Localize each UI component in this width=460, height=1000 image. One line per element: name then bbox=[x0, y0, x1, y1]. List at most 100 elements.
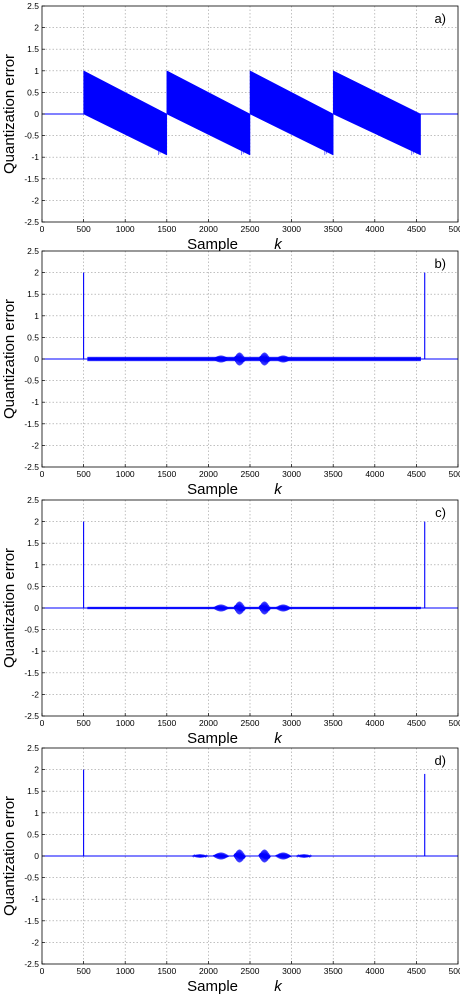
y-tick-label: -0.5 bbox=[24, 131, 39, 141]
y-tick-label: -2 bbox=[31, 689, 39, 699]
y-tick-label: 0.5 bbox=[27, 829, 39, 839]
error-burst-2 bbox=[212, 355, 230, 363]
panel-letter-label: c) bbox=[435, 505, 446, 520]
x-tick-label: 3000 bbox=[282, 966, 301, 976]
y-axis-label: Quantization error bbox=[1, 299, 18, 419]
y-axis-label: Quantization error bbox=[1, 54, 18, 174]
error-burst-5 bbox=[274, 604, 292, 612]
y-tick-label: -1.5 bbox=[24, 916, 39, 926]
error-burst-3 bbox=[233, 352, 247, 366]
x-tick-label: 2500 bbox=[241, 718, 260, 728]
x-tick-label: 3500 bbox=[324, 469, 343, 479]
panel-letter-label: b) bbox=[434, 256, 446, 271]
x-tick-label: 0 bbox=[40, 224, 45, 234]
y-tick-label: -1 bbox=[31, 152, 39, 162]
error-burst-4 bbox=[258, 849, 272, 863]
x-tick-label: 5000 bbox=[449, 224, 460, 234]
y-tick-label: -1.5 bbox=[24, 668, 39, 678]
x-tick-label: 500 bbox=[77, 224, 91, 234]
x-tick-label: 3000 bbox=[282, 469, 301, 479]
panel-a: 0 500 1000 1500 2000 2500 3000 3500 4000 4500 5000… bbox=[1, 1, 460, 253]
x-tick-label: 4000 bbox=[365, 718, 384, 728]
error-burst-5 bbox=[274, 355, 292, 363]
x-tick-label: 3500 bbox=[324, 224, 343, 234]
x-tick-label: 4000 bbox=[365, 469, 384, 479]
y-tick-label: 0.5 bbox=[27, 332, 39, 342]
y-tick-label: 0.5 bbox=[27, 87, 39, 97]
y-tick-label: 2.5 bbox=[27, 743, 39, 753]
error-burst-4 bbox=[258, 601, 272, 615]
x-axis-variable: k bbox=[274, 730, 283, 747]
x-tick-label: 2500 bbox=[241, 966, 260, 976]
y-tick-label: 1.5 bbox=[27, 538, 39, 548]
y-tick-label: -2 bbox=[31, 937, 39, 947]
x-axis-variable: k bbox=[274, 481, 283, 498]
y-tick-label: 2.5 bbox=[27, 495, 39, 505]
x-tick-label: 2000 bbox=[199, 966, 218, 976]
x-tick-label: 4500 bbox=[407, 469, 426, 479]
y-tick-label: 1.5 bbox=[27, 44, 39, 54]
x-axis-variable: k bbox=[274, 978, 283, 995]
x-axis-label: Sample bbox=[187, 730, 238, 747]
y-tick-label: 2 bbox=[34, 23, 39, 33]
y-tick-label: -2 bbox=[31, 440, 39, 450]
x-tick-label: 5000 bbox=[449, 966, 460, 976]
y-tick-label: 2 bbox=[34, 765, 39, 775]
sawtooth-segment-4 bbox=[332, 70, 421, 156]
x-tick-label: 1000 bbox=[116, 966, 135, 976]
x-tick-label: 500 bbox=[77, 469, 91, 479]
x-tick-label: 4500 bbox=[407, 966, 426, 976]
y-tick-label: 2.5 bbox=[27, 1, 39, 11]
y-tick-label: 0 bbox=[34, 109, 39, 119]
x-tick-label: 2000 bbox=[199, 469, 218, 479]
y-tick-label: -0.5 bbox=[24, 873, 39, 883]
sawtooth-segment-1 bbox=[83, 70, 168, 156]
error-burst-6 bbox=[295, 853, 313, 859]
y-tick-label: -0.5 bbox=[24, 376, 39, 386]
x-tick-label: 0 bbox=[40, 966, 45, 976]
x-tick-label: 0 bbox=[40, 718, 45, 728]
x-axis-label: Sample bbox=[187, 978, 238, 995]
error-burst-3 bbox=[233, 601, 247, 615]
panel-d: 0 500 1000 1500 2000 2500 3000 3500 4000 4500 5000… bbox=[1, 743, 460, 995]
x-tick-label: 3500 bbox=[324, 718, 343, 728]
x-tick-label: 3000 bbox=[282, 224, 301, 234]
panel-b: 0 500 1000 1500 2000 2500 3000 3500 4000 4500 5000… bbox=[1, 246, 460, 498]
x-axis-variable: k bbox=[274, 236, 283, 253]
y-tick-label: 1 bbox=[34, 808, 39, 818]
x-tick-label: 4500 bbox=[407, 224, 426, 234]
x-axis-label: Sample bbox=[187, 236, 238, 253]
y-tick-label: -1.5 bbox=[24, 419, 39, 429]
x-tick-label: 1500 bbox=[157, 224, 176, 234]
y-tick-label: 2.5 bbox=[27, 246, 39, 256]
y-tick-label: -1 bbox=[31, 646, 39, 656]
sawtooth-segment-2 bbox=[166, 70, 251, 156]
x-tick-label: 1500 bbox=[157, 718, 176, 728]
x-tick-label: 1000 bbox=[116, 718, 135, 728]
x-tick-label: 5000 bbox=[449, 718, 460, 728]
error-burst-3 bbox=[233, 849, 247, 863]
x-tick-label: 1000 bbox=[116, 224, 135, 234]
panel-c: 0 500 1000 1500 2000 2500 3000 3500 4000 4500 5000… bbox=[1, 495, 460, 747]
x-tick-label: 2500 bbox=[241, 224, 260, 234]
y-tick-label: -2.5 bbox=[24, 217, 39, 227]
y-axis-label: Quantization error bbox=[1, 796, 18, 916]
x-tick-label: 500 bbox=[77, 966, 91, 976]
x-tick-label: 2000 bbox=[199, 224, 218, 234]
error-burst-5 bbox=[274, 852, 292, 860]
sawtooth-segment-3 bbox=[249, 70, 334, 156]
panel-letter-label: d) bbox=[434, 753, 446, 768]
y-tick-label: 1 bbox=[34, 66, 39, 76]
error-burst-2 bbox=[212, 604, 230, 612]
x-tick-label: 4000 bbox=[365, 224, 384, 234]
error-burst-1 bbox=[87, 606, 421, 610]
panel-letter-label: a) bbox=[434, 11, 446, 26]
y-tick-label: -2.5 bbox=[24, 959, 39, 969]
x-tick-label: 3000 bbox=[282, 718, 301, 728]
error-burst-1 bbox=[87, 356, 421, 362]
y-tick-label: -1.5 bbox=[24, 174, 39, 184]
y-tick-label: 1.5 bbox=[27, 786, 39, 796]
x-tick-label: 1000 bbox=[116, 469, 135, 479]
x-tick-label: 1500 bbox=[157, 469, 176, 479]
